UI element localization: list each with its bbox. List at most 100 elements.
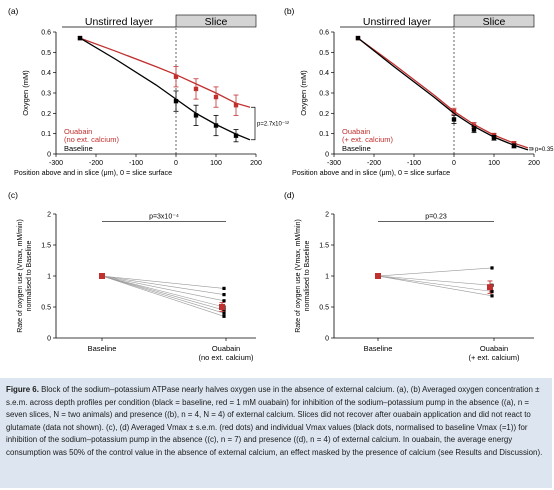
- data-point: [173, 98, 179, 104]
- y-tick-label: 0.5: [319, 305, 329, 312]
- caption-label: Figure 6.: [6, 385, 39, 394]
- figure-caption: Figure 6. Block of the sodium–potassium …: [6, 384, 548, 460]
- data-point: [355, 35, 361, 41]
- slice-bar: [453, 14, 535, 28]
- legend-baseline: Baseline: [64, 144, 93, 153]
- x-tick-label: -100: [407, 160, 421, 167]
- individual-point: [222, 293, 226, 297]
- y-tick-label: 0.2: [319, 111, 329, 118]
- y-tick-label: 0: [47, 336, 51, 343]
- x-tick-label: 100: [210, 160, 222, 167]
- data-point: [213, 94, 219, 100]
- y-tick-label: 0.3: [41, 91, 51, 98]
- y-tick-label: 1: [325, 274, 329, 281]
- y-tick-label: 0: [47, 152, 51, 159]
- slice-label: Slice: [483, 16, 506, 28]
- legend-ouabain-condition: (no ext. calcium): [64, 135, 120, 144]
- data-point: [77, 35, 83, 41]
- x-tick-label: 0: [174, 160, 178, 167]
- y-tick-label: 0.5: [319, 50, 329, 57]
- category-sublabel: (no ext. calcium): [198, 353, 254, 362]
- y-tick-label: 0: [325, 336, 329, 343]
- p-value-label: p=0.23: [425, 213, 447, 220]
- category-label: Ouabain: [480, 344, 508, 353]
- data-point: [213, 123, 219, 128]
- connector-line: [101, 275, 225, 317]
- mean-point: [375, 273, 381, 279]
- individual-point: [222, 311, 226, 315]
- y-tick-label: 1.5: [319, 243, 329, 250]
- y-axis-label: Oxygen (mM): [299, 70, 308, 116]
- connector-line: [101, 275, 225, 308]
- p-value-label: p=2.7x10⁻¹²: [257, 122, 289, 128]
- x-tick-label: -300: [327, 160, 341, 167]
- individual-point: [222, 299, 226, 303]
- x-tick-label: 100: [488, 160, 500, 167]
- y-tick-label: 1.5: [41, 243, 51, 250]
- category-sublabel: (+ ext. calcium): [468, 353, 520, 362]
- individual-point: [222, 286, 226, 290]
- significance-bracket: [251, 106, 256, 141]
- data-point: [451, 117, 457, 122]
- mean-point: [99, 273, 105, 279]
- connector-line: [377, 275, 493, 292]
- unstirred-layer-label: Unstirred layer: [363, 16, 432, 28]
- figure: (a) Unstirred layer Slice 0 0.1 0.2 0.3 0.4 0.5 0…: [8, 6, 554, 362]
- individual-point: [490, 294, 494, 298]
- panel-c: (c) 0 0.5 1 1.5 2 Baseline Ouabain(no ext. calc…: [8, 190, 256, 362]
- individual-point: [222, 314, 226, 318]
- data-point: [233, 133, 239, 138]
- slice-label: Slice: [205, 16, 228, 28]
- y-axis-label: Rate of oxygen use (Vmax, mM/min): [295, 219, 302, 333]
- category-label: Ouabain: [212, 344, 240, 353]
- connector-line: [377, 267, 493, 277]
- unstirred-layer-label: Unstirred layer: [85, 16, 154, 28]
- x-axis-label: Position above and in slice (μm), 0 = sl…: [292, 168, 450, 177]
- mean-point: [219, 304, 225, 310]
- data-point: [491, 135, 497, 140]
- y-tick-label: 0.4: [319, 70, 329, 77]
- panel-label: (d): [284, 190, 295, 200]
- individual-point: [490, 266, 494, 270]
- y-tick-label: 0.6: [319, 30, 329, 37]
- legend-ouabain: Ouabain: [342, 127, 370, 136]
- caption-box: Figure 6. Block of the sodium–potassium …: [0, 378, 552, 488]
- legend-ouabain-condition: (+ ext. calcium): [342, 135, 394, 144]
- y-tick-label: 0: [325, 152, 329, 159]
- panel-label: (c): [8, 190, 18, 200]
- y-axis-label-line2: normalised to Baseline: [26, 240, 33, 311]
- x-tick-label: -200: [89, 160, 103, 167]
- x-tick-label: 200: [528, 160, 540, 167]
- fit-line-baseline: [79, 37, 251, 141]
- panel-a: (a) Unstirred layer Slice 0 0.1 0.2 0.3 0.4 0.5 0…: [8, 6, 289, 177]
- x-tick-label: -300: [49, 160, 63, 167]
- x-axis-label: Position above and in slice (μm), 0 = sl…: [14, 168, 172, 177]
- connector-line: [101, 275, 225, 314]
- data-point: [193, 113, 199, 118]
- y-tick-label: 0.4: [41, 70, 51, 77]
- panel-d: (d) 0 0.5 1 1.5 2 Baseline Ouabain(+ ext. calci…: [284, 190, 534, 362]
- fit-line-baseline: [357, 37, 529, 151]
- fit-line-ouabain: [357, 37, 529, 149]
- connector-line: [377, 275, 493, 297]
- x-tick-label: -200: [367, 160, 381, 167]
- slice-bar: [175, 14, 257, 28]
- connector-line: [101, 275, 225, 295]
- x-tick-label: -100: [129, 160, 143, 167]
- y-axis-label-line2: normalised to Baseline: [304, 240, 311, 311]
- panel-label: (b): [284, 6, 295, 16]
- p-value-label: p=0.35: [535, 147, 554, 153]
- fit-line-ouabain: [79, 37, 251, 108]
- data-point: [193, 86, 199, 92]
- panel-b: (b) Unstirred layer Slice 0 0.1 0.2 0.3 0.4 0.5 0…: [284, 6, 554, 177]
- y-tick-label: 0.6: [41, 30, 51, 37]
- individual-point: [222, 308, 226, 312]
- y-tick-label: 2: [325, 212, 329, 219]
- p-value-label: p=3x10⁻⁴: [149, 213, 179, 220]
- legend-ouabain: Ouabain: [64, 127, 92, 136]
- category-label: Baseline: [364, 344, 393, 353]
- caption-text: Block of the sodium–potassium ATPase nea…: [6, 385, 543, 457]
- connector-line: [101, 275, 225, 311]
- x-tick-label: 0: [452, 160, 456, 167]
- data-point: [451, 109, 457, 114]
